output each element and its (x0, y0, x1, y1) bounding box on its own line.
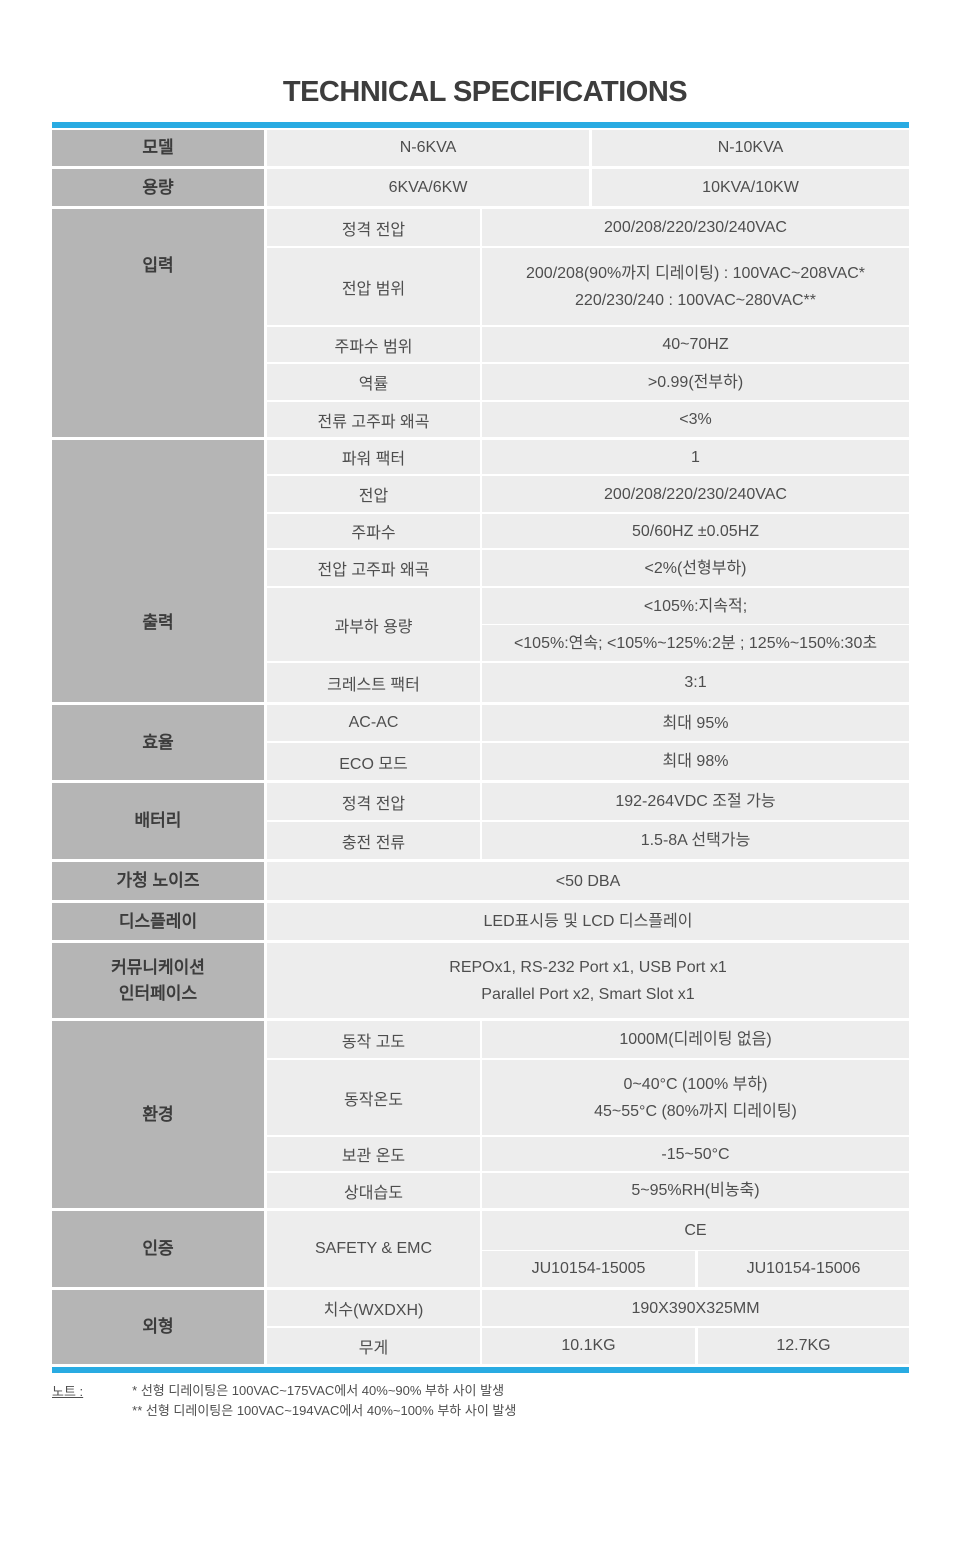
section-header-certification: 인증 (52, 1211, 264, 1287)
input-rated-voltage-value: 200/208/220/230/240VAC (482, 209, 909, 246)
input-voltage-range-label: 전압 범위 (267, 248, 480, 325)
row-model: 모델 N-6KVA N-10KVA (52, 130, 909, 166)
environment-altitude-value: 1000M(디레이팅 없음) (482, 1021, 909, 1058)
certification-name-label: SAFETY & EMC (267, 1211, 480, 1287)
output-voltage-value: 200/208/220/230/240VAC (482, 476, 909, 512)
exterior-weight-label: 무게 (267, 1328, 480, 1364)
input-freq-range-value: 40~70HZ (482, 327, 909, 362)
certification-number-2: JU10154-15006 (698, 1251, 909, 1287)
communication-line1: REPOx1, RS-232 Port x1, USB Port x1 (449, 958, 727, 976)
communication-line2: Parallel Port x2, Smart Slot x1 (481, 985, 695, 1003)
communication-label-line1: 커뮤니케이션 (111, 957, 205, 977)
output-crest-factor-label: 크레스트 팩터 (267, 663, 480, 702)
exterior-dimensions-value: 190X390X325MM (482, 1290, 909, 1326)
section-header-exterior: 외형 (52, 1290, 264, 1364)
output-frequency-value: 50/60HZ ±0.05HZ (482, 514, 909, 548)
section-battery: 배터리 정격 전압 192-264VDC 조절 가능 충전 전류 1.5-8A … (52, 783, 909, 859)
section-header-input: 입력 (52, 209, 264, 437)
capacity-value-1: 6KVA/6KW (267, 169, 589, 206)
exterior-weight-value-2: 12.7KG (698, 1328, 909, 1364)
row-header-display: 디스플레이 (52, 903, 264, 940)
section-header-output: 출력 (52, 440, 264, 702)
output-frequency-label: 주파수 (267, 514, 480, 548)
environment-humidity-label: 상대습도 (267, 1173, 480, 1208)
environment-op-temp-value: 0~40°C (100% 부하) 45~55°C (80%까지 디레이팅) (482, 1060, 909, 1135)
environment-op-temp-line1: 0~40°C (100% 부하) (623, 1075, 768, 1093)
section-header-efficiency: 효율 (52, 705, 264, 780)
model-value-2: N-10KVA (592, 130, 909, 166)
section-output: 출력 파워 팩터 1 전압 200/208/220/230/240VAC 주파수… (52, 440, 909, 702)
output-overload-line1: <105%:지속적; (482, 588, 909, 624)
spec-table: 모델 N-6KVA N-10KVA 용량 6KVA/6KW 10KVA/10KW… (52, 122, 909, 1373)
input-voltage-range-line2: 220/230/240 : 100VAC~280VAC** (575, 291, 816, 309)
output-power-factor-label: 파워 팩터 (267, 440, 480, 474)
exterior-weight-value-1: 10.1KG (482, 1328, 695, 1364)
output-overload-line2: <105%:연속; <105%~125%:2분 ; 125%~150%:30초 (482, 625, 909, 661)
footnote-line2: ** 선형 디레이팅은 100VAC~194VAC에서 40%~100% 부하 … (132, 1403, 517, 1418)
environment-storage-temp-label: 보관 온도 (267, 1137, 480, 1171)
model-value-1: N-6KVA (267, 130, 589, 166)
efficiency-eco-value: 최대 98% (482, 743, 909, 780)
output-power-factor-value: 1 (482, 440, 909, 474)
environment-op-temp-line2: 45~55°C (80%까지 디레이팅) (594, 1102, 797, 1120)
input-power-factor-value: >0.99(전부하) (482, 364, 909, 400)
communication-label-line2: 인터페이스 (118, 983, 198, 1003)
efficiency-acac-label: AC-AC (267, 705, 480, 741)
table-top-accent-bar (52, 122, 909, 128)
environment-humidity-value: 5~95%RH(비농축) (482, 1173, 909, 1208)
communication-value: REPOx1, RS-232 Port x1, USB Port x1 Para… (267, 943, 909, 1018)
footnotes-label: 노트 : (52, 1384, 84, 1399)
output-voltage-label: 전압 (267, 476, 480, 512)
row-header-capacity: 용량 (52, 169, 264, 206)
section-exterior: 외형 치수(WXDXH) 190X390X325MM 무게 10.1KG 12.… (52, 1290, 909, 1364)
row-display: 디스플레이 LED표시등 및 LCD 디스플레이 (52, 903, 909, 940)
battery-charge-current-value: 1.5-8A 선택가능 (482, 822, 909, 859)
section-certification: 인증 SAFETY & EMC CE JU10154-15005 JU10154… (52, 1211, 909, 1287)
efficiency-acac-value: 최대 95% (482, 705, 909, 741)
capacity-value-2: 10KVA/10KW (592, 169, 909, 206)
battery-rated-voltage-value: 192-264VDC 조절 가능 (482, 783, 909, 820)
section-environment: 환경 동작 고도 1000M(디레이팅 없음) 동작온도 0~40°C (100… (52, 1021, 909, 1208)
table-bottom-accent-bar (52, 1367, 909, 1373)
exterior-dimensions-label: 치수(WXDXH) (267, 1290, 480, 1326)
noise-value: <50 DBA (267, 862, 909, 900)
footnote-line1: * 선형 디레이팅은 100VAC~175VAC에서 40%~90% 부하 사이… (132, 1383, 505, 1398)
input-voltage-range-value: 200/208(90%까지 디레이팅) : 100VAC~208VAC* 220… (482, 248, 909, 325)
input-voltage-range-line1: 200/208(90%까지 디레이팅) : 100VAC~208VAC* (526, 264, 865, 282)
section-header-communication: 커뮤니케이션 인터페이스 (52, 943, 264, 1018)
page-title: TECHNICAL SPECIFICATIONS (282, 76, 688, 108)
battery-charge-current-label: 충전 전류 (267, 822, 480, 859)
row-capacity: 용량 6KVA/6KW 10KVA/10KW (52, 169, 909, 206)
input-rated-voltage-label: 정격 전압 (267, 209, 480, 246)
section-communication: 커뮤니케이션 인터페이스 REPOx1, RS-232 Port x1, USB… (52, 943, 909, 1018)
input-freq-range-label: 주파수 범위 (267, 327, 480, 362)
section-header-environment: 환경 (52, 1021, 264, 1208)
output-crest-factor-value: 3:1 (482, 663, 909, 702)
environment-altitude-label: 동작 고도 (267, 1021, 480, 1058)
section-efficiency: 효율 AC-AC 최대 95% ECO 모드 최대 98% (52, 705, 909, 780)
certification-number-1: JU10154-15005 (482, 1251, 695, 1287)
footnotes: 노트 : * 선형 디레이팅은 100VAC~175VAC에서 40%~90% … (52, 1381, 970, 1421)
output-voltage-thd-label: 전압 고주파 왜곡 (267, 550, 480, 586)
output-overload-label: 과부하 용량 (267, 588, 480, 661)
row-noise: 가청 노이즈 <50 DBA (52, 862, 909, 900)
certification-ce-value: CE (482, 1211, 909, 1250)
display-value: LED표시등 및 LCD 디스플레이 (267, 903, 909, 940)
environment-storage-temp-value: -15~50°C (482, 1137, 909, 1171)
output-voltage-thd-value: <2%(선형부하) (482, 550, 909, 586)
section-header-battery: 배터리 (52, 783, 264, 859)
environment-op-temp-label: 동작온도 (267, 1060, 480, 1135)
row-header-model: 모델 (52, 130, 264, 166)
row-header-noise: 가청 노이즈 (52, 862, 264, 900)
battery-rated-voltage-label: 정격 전압 (267, 783, 480, 820)
input-current-thd-value: <3% (482, 402, 909, 437)
efficiency-eco-label: ECO 모드 (267, 743, 480, 780)
input-power-factor-label: 역률 (267, 364, 480, 400)
section-input: 입력 정격 전압 200/208/220/230/240VAC 전압 범위 20… (52, 209, 909, 437)
input-current-thd-label: 전류 고주파 왜곡 (267, 402, 480, 437)
